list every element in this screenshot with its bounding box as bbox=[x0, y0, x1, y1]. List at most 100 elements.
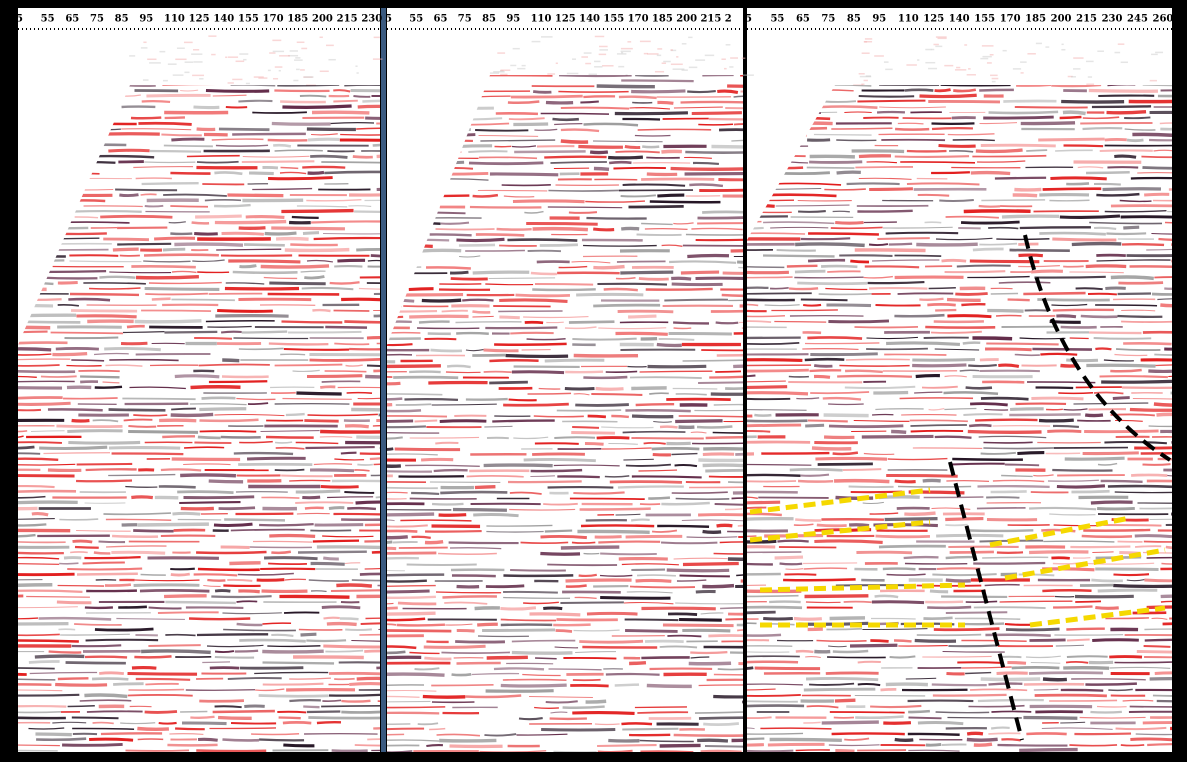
noise bbox=[258, 77, 268, 79]
reflector bbox=[927, 303, 956, 307]
reflector bbox=[18, 435, 24, 439]
reflector bbox=[1093, 337, 1152, 340]
reflector bbox=[127, 694, 193, 697]
reflector bbox=[661, 244, 683, 247]
reflector bbox=[832, 210, 850, 213]
reflector bbox=[668, 331, 732, 336]
reflector bbox=[1109, 666, 1171, 669]
tick-label: 75 bbox=[90, 14, 104, 25]
reflector bbox=[480, 139, 556, 142]
reflector bbox=[1059, 214, 1121, 219]
reflector bbox=[417, 722, 439, 726]
reflector bbox=[826, 627, 862, 631]
reflector bbox=[1005, 627, 1060, 632]
reflector bbox=[354, 469, 370, 472]
reflector bbox=[968, 364, 997, 368]
reflector bbox=[673, 222, 694, 225]
reflector bbox=[510, 568, 566, 572]
reflector bbox=[984, 408, 1009, 411]
reflector bbox=[429, 233, 472, 237]
reflector bbox=[302, 165, 346, 169]
reflector bbox=[356, 127, 380, 130]
reflector bbox=[376, 154, 380, 159]
reflector bbox=[822, 396, 862, 401]
reflector bbox=[940, 85, 1011, 87]
reflector bbox=[532, 226, 589, 232]
reflector bbox=[387, 595, 436, 600]
reflector bbox=[532, 452, 585, 456]
reflector bbox=[199, 407, 247, 412]
reflector bbox=[370, 474, 380, 478]
reflector bbox=[1139, 507, 1172, 510]
reflector bbox=[289, 479, 331, 482]
reflector bbox=[1144, 638, 1172, 642]
reflector bbox=[387, 309, 438, 313]
reflector bbox=[994, 176, 1047, 180]
reflector bbox=[747, 633, 782, 637]
reflector bbox=[883, 721, 912, 725]
reflector bbox=[629, 107, 671, 110]
reflector bbox=[635, 578, 672, 583]
reflector bbox=[307, 413, 378, 417]
reflector bbox=[661, 501, 710, 506]
reflector bbox=[761, 451, 830, 455]
reflector bbox=[858, 94, 915, 98]
reflector bbox=[547, 563, 618, 567]
reflector bbox=[496, 227, 532, 231]
noise bbox=[859, 75, 872, 78]
reflector bbox=[472, 270, 530, 275]
reflector bbox=[105, 518, 172, 521]
reflector bbox=[123, 418, 153, 422]
reflector bbox=[196, 127, 216, 132]
noise bbox=[599, 49, 608, 51]
reflector bbox=[871, 600, 925, 605]
reflector bbox=[747, 480, 797, 483]
reflector bbox=[123, 331, 165, 334]
reflector bbox=[197, 567, 260, 572]
reflector bbox=[833, 478, 890, 484]
reflector bbox=[483, 348, 519, 353]
noise bbox=[500, 69, 511, 71]
reflector bbox=[850, 259, 870, 264]
reflector bbox=[1056, 314, 1077, 319]
reflector bbox=[786, 264, 818, 268]
reflector bbox=[946, 297, 981, 303]
reflector bbox=[76, 479, 133, 483]
reflector bbox=[533, 415, 584, 418]
noise bbox=[278, 69, 281, 72]
reflector bbox=[1165, 545, 1172, 550]
reflector bbox=[795, 649, 814, 654]
reflector bbox=[747, 341, 800, 345]
reflector bbox=[357, 104, 380, 109]
reflector bbox=[659, 743, 701, 748]
reflector bbox=[689, 486, 743, 489]
reflector bbox=[1110, 368, 1142, 373]
reflector bbox=[362, 99, 380, 103]
noise bbox=[129, 55, 136, 57]
reflector bbox=[977, 485, 1050, 489]
reflector bbox=[634, 706, 687, 709]
reflector bbox=[552, 117, 579, 122]
horizon-line bbox=[1029, 605, 1166, 628]
noise bbox=[328, 58, 336, 61]
reflector bbox=[1103, 359, 1134, 362]
reflector bbox=[301, 286, 354, 291]
reflector bbox=[48, 650, 82, 654]
reflector bbox=[1160, 594, 1172, 599]
reflector bbox=[1107, 484, 1172, 489]
reflector bbox=[793, 523, 814, 526]
reflector bbox=[1086, 171, 1130, 175]
noise bbox=[541, 36, 553, 38]
reflector bbox=[206, 644, 264, 648]
reflector bbox=[550, 161, 607, 164]
reflector bbox=[215, 314, 289, 318]
reflector bbox=[899, 397, 974, 400]
reflector bbox=[832, 649, 869, 654]
reflector bbox=[459, 255, 481, 258]
reflector bbox=[310, 154, 348, 159]
tick-label: 110 bbox=[531, 14, 552, 25]
reflector bbox=[482, 628, 556, 632]
noise bbox=[293, 79, 299, 82]
reflector bbox=[866, 347, 928, 351]
reflector bbox=[1009, 413, 1081, 417]
